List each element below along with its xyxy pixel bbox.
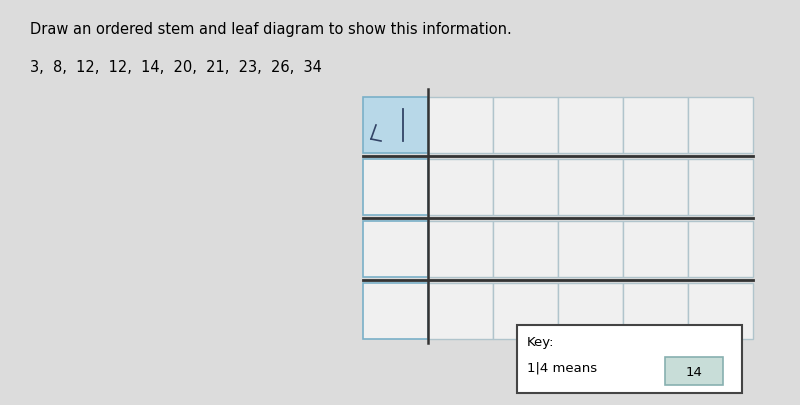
Bar — [688, 160, 753, 215]
Bar — [493, 284, 558, 339]
Bar — [493, 222, 558, 277]
Bar — [493, 98, 558, 153]
Bar — [623, 284, 688, 339]
Bar — [363, 160, 428, 215]
Bar — [428, 98, 493, 153]
Text: Key:: Key: — [527, 335, 554, 348]
Bar — [623, 160, 688, 215]
Bar — [363, 222, 428, 277]
Bar — [688, 98, 753, 153]
Bar — [688, 222, 753, 277]
Bar — [558, 98, 623, 153]
Bar — [623, 98, 688, 153]
Bar — [517, 325, 742, 393]
Text: Draw an ordered stem and leaf diagram to show this information.: Draw an ordered stem and leaf diagram to… — [30, 22, 512, 37]
Bar — [623, 222, 688, 277]
Bar — [558, 222, 623, 277]
Bar — [558, 160, 623, 215]
Text: 1|4 means: 1|4 means — [527, 361, 597, 374]
Bar — [363, 284, 428, 339]
Text: 14: 14 — [686, 366, 702, 379]
Bar — [363, 98, 428, 153]
Bar — [428, 160, 493, 215]
Bar — [428, 222, 493, 277]
Text: 3,  8,  12,  12,  14,  20,  21,  23,  26,  34: 3, 8, 12, 12, 14, 20, 21, 23, 26, 34 — [30, 60, 322, 75]
Bar — [688, 284, 753, 339]
Bar — [428, 284, 493, 339]
Bar — [558, 284, 623, 339]
Bar — [493, 160, 558, 215]
Bar — [665, 357, 723, 385]
